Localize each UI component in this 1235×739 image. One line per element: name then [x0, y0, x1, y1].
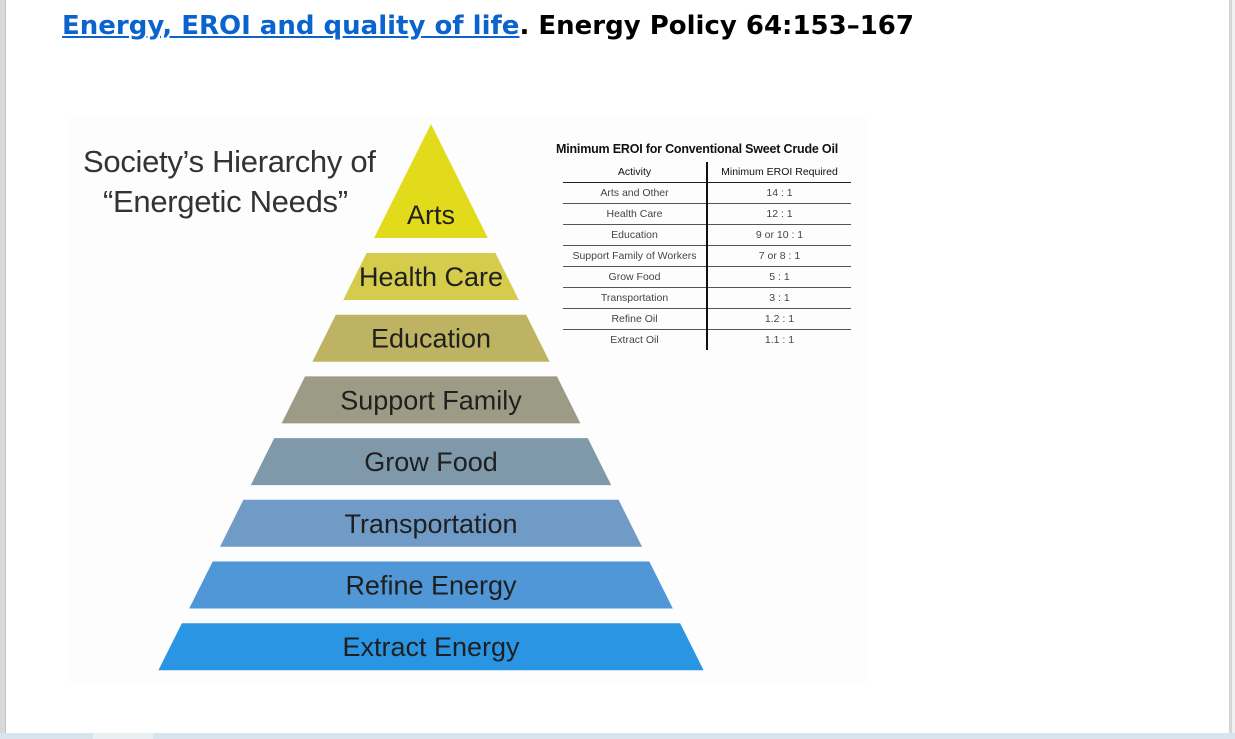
pyramid-label: Grow Food: [364, 447, 498, 477]
pyramid-label: Extract Energy: [342, 632, 520, 662]
eroi-figure: Society’s Hierarchy of “Energetic Needs”…: [69, 116, 868, 684]
eroi-value-cell: 7 or 8 : 1: [707, 245, 851, 267]
eroi-table-row: Arts and Other 14 : 1: [563, 182, 851, 204]
eroi-table-caption: Minimum EROI for Conventional Sweet Crud…: [556, 142, 838, 156]
eroi-value-cell: 3 : 1: [707, 287, 851, 309]
eroi-activity-cell: Education: [563, 224, 708, 246]
citation-journal: . Energy Policy 64:153–167: [519, 11, 914, 41]
eroi-table-row: Support Family of Workers 7 or 8 : 1: [563, 245, 851, 267]
window-bottom-bar-segment: [93, 733, 153, 739]
pyramid-label: Refine Energy: [345, 571, 517, 601]
eroi-value-cell: 14 : 1: [707, 182, 851, 204]
window-bottom-bar: [0, 733, 1235, 739]
eroi-table-row: Transportation 3 : 1: [563, 287, 851, 309]
pyramid-level-transportation: [220, 499, 642, 547]
pyramid-label: Health Care: [359, 262, 503, 292]
eroi-table: Activity Minimum EROI Required Arts and …: [563, 162, 851, 350]
pyramid-label: Support Family: [340, 385, 522, 415]
eroi-header-activity: Activity: [563, 162, 708, 183]
energy-needs-pyramid: Arts Health Care Education Support Family Gr…: [158, 124, 704, 671]
eroi-value-cell: 5 : 1: [707, 266, 851, 288]
eroi-activity-cell: Extract Oil: [563, 329, 708, 350]
eroi-activity-cell: Refine Oil: [563, 308, 708, 330]
pyramid-level-grow-food: [250, 438, 612, 486]
eroi-value-cell: 1.1 : 1: [764, 334, 795, 346]
window-left-border-inner: [5, 0, 6, 739]
eroi-value-cell: 9 or 10 : 1: [707, 224, 851, 246]
window-left-border: [0, 0, 5, 739]
eroi-table-panel: Minimum EROI for Conventional Sweet Crud…: [556, 142, 856, 350]
eroi-activity-cell: Support Family of Workers: [563, 245, 708, 267]
eroi-table-row: Education 9 or 10 : 1: [563, 224, 851, 246]
pyramid-level-support-family: [281, 376, 581, 424]
eroi-header-min-eroi: Minimum EROI Required: [707, 162, 851, 183]
figure-title-line2: “Energetic Needs”: [103, 184, 348, 219]
eroi-value-cell: 1.2 : 1: [707, 308, 851, 330]
pyramid-level-extract-energy: [158, 623, 704, 671]
eroi-table-row: Grow Food 5 : 1: [563, 266, 851, 288]
eroi-table-row: Refine Oil 1.2 : 1: [563, 308, 851, 330]
eroi-activity-cell: Arts and Other: [563, 182, 708, 204]
window-right-border: [1229, 0, 1232, 739]
eroi-value-cell: 12 : 1: [707, 203, 851, 225]
eroi-table-header-row: Activity Minimum EROI Required: [563, 162, 851, 183]
pyramid-label: Transportation: [344, 509, 517, 539]
eroi-table-row: Health Care 12 : 1: [563, 203, 851, 225]
eroi-table-row: Extract Oil 1.1 : 1: [563, 329, 851, 350]
window-right-border-outer: [1232, 0, 1235, 739]
pyramid-level-education: [312, 314, 550, 362]
pyramid-label: Education: [371, 324, 491, 354]
eroi-activity-cell: Grow Food: [563, 266, 708, 288]
pyramid-level-arts: [374, 124, 488, 238]
pyramid-label: Arts: [407, 200, 455, 230]
figure-title-line1: Society’s Hierarchy of: [83, 144, 376, 179]
citation-text: Energy, EROI and quality of life. Energy…: [62, 6, 942, 47]
figure-title: Society’s Hierarchy of “Energetic Needs”: [83, 142, 376, 222]
eroi-activity-cell: Health Care: [563, 203, 708, 225]
pyramid-level-refine-energy: [189, 561, 673, 609]
pyramid-level-health-care: [343, 253, 519, 300]
citation-link[interactable]: Energy, EROI and quality of life: [62, 11, 520, 41]
eroi-activity-cell: Transportation: [563, 287, 708, 309]
